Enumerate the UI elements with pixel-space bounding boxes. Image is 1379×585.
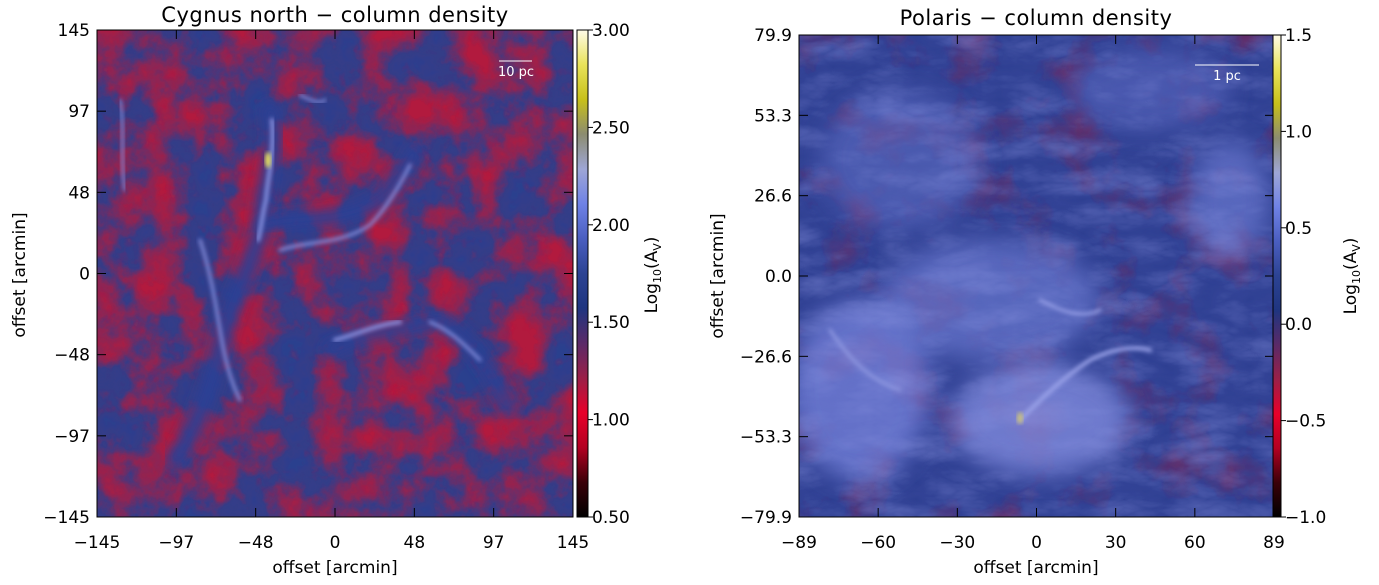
y-axis-label: offset [arcmin] xyxy=(10,212,30,337)
x-axis-label: offset [arcmin] xyxy=(272,558,397,578)
filament-structure xyxy=(118,93,516,468)
cygnus-panel: Cygnus north − column density 10 xyxy=(10,3,664,578)
y-tick-label: −145 xyxy=(43,508,90,528)
x-tick-label: 0 xyxy=(330,533,341,553)
colorbar-tick-label: 1.0 xyxy=(1285,122,1312,142)
colorbar-ticks: 0.50 1.00 1.50 2.00 2.50 3.00 xyxy=(588,21,630,528)
peak-emission xyxy=(265,152,271,168)
y-tick-label: 79.9 xyxy=(754,26,792,46)
heatmap-image xyxy=(97,30,573,517)
chart-title: Cygnus north − column density xyxy=(161,3,508,27)
colorbar-strip xyxy=(1272,34,1282,518)
colorbar: −1.0 −0.5 0.0 0.5 1.0 1.5 Log10(AV) xyxy=(1272,26,1363,528)
x-tick-label: 97 xyxy=(483,533,505,553)
filament-structure xyxy=(828,298,1152,422)
x-axis: −145 −97 −48 0 48 97 145 xyxy=(74,30,589,553)
x-tick-label: 0 xyxy=(1031,533,1042,553)
x-tick-label: 48 xyxy=(404,533,426,553)
scale-bar-label: 10 pc xyxy=(498,65,534,80)
y-axis: −145 −97 −48 0 48 97 145 xyxy=(43,21,573,528)
chart-title: Polaris − column density xyxy=(900,6,1173,30)
y-tick-label: 145 xyxy=(58,21,90,41)
x-tick-label: 60 xyxy=(1184,533,1206,553)
colorbar-tick-label: 2.00 xyxy=(592,216,630,236)
map-noise-wisps xyxy=(799,35,1274,517)
polaris-panel: Polaris − column density 1 xyxy=(708,6,1363,578)
colorbar: 0.50 1.00 1.50 2.00 2.50 3.00 Log10(AV) xyxy=(576,21,664,528)
colorbar-tick-label: 3.00 xyxy=(592,21,630,41)
x-tick-label: −60 xyxy=(860,533,896,553)
x-tick-label: 89 xyxy=(1263,533,1285,553)
colorbar-tick-label: −0.5 xyxy=(1285,412,1326,432)
y-tick-label: −97 xyxy=(54,427,90,447)
x-tick-label: −30 xyxy=(939,533,975,553)
colorbar-tick-label: −1.0 xyxy=(1285,508,1326,528)
x-tick-label: 145 xyxy=(557,533,589,553)
x-tick-label: 30 xyxy=(1105,533,1127,553)
colorbar-tick-label: 1.50 xyxy=(592,313,630,333)
map-noise-red xyxy=(97,30,573,517)
colorbar-tick-label: 2.50 xyxy=(592,118,630,138)
x-tick-label: −89 xyxy=(781,533,817,553)
y-tick-label: 53.3 xyxy=(754,106,792,126)
colorbar-tick-label: 0.50 xyxy=(592,508,630,528)
y-tick-label: 48 xyxy=(68,183,90,203)
y-tick-label: −79.9 xyxy=(740,508,792,528)
colorbar-tick-label: 1.00 xyxy=(592,411,630,431)
x-tick-label: −145 xyxy=(74,533,121,553)
y-tick-label: −26.6 xyxy=(740,347,792,367)
y-axis-label: offset [arcmin] xyxy=(708,213,728,338)
y-tick-label: 26.6 xyxy=(754,187,792,207)
y-tick-label: 0.0 xyxy=(765,267,792,287)
colorbar-strip xyxy=(576,29,589,518)
y-tick-label: −53.3 xyxy=(740,428,792,448)
colorbar-tick-label: 0.5 xyxy=(1285,219,1312,239)
heatmap-image xyxy=(799,35,1274,517)
y-tick-label: 0 xyxy=(79,265,90,285)
peak-emission xyxy=(1017,412,1023,424)
colorbar-tick-label: 0.0 xyxy=(1285,315,1312,335)
colorbar-label: Log10(AV) xyxy=(1341,238,1363,315)
x-tick-label: −48 xyxy=(238,533,274,553)
colorbar-label: Log10(AV) xyxy=(642,237,664,314)
colorbar-ticks: −1.0 −0.5 0.0 0.5 1.0 1.5 xyxy=(1281,26,1326,528)
y-tick-label: 97 xyxy=(68,102,90,122)
y-tick-label: −48 xyxy=(54,346,90,366)
x-axis-label: offset [arcmin] xyxy=(973,558,1098,578)
scale-bar: 10 pc xyxy=(498,60,534,80)
x-tick-label: −97 xyxy=(158,533,194,553)
scale-bar: 1 pc xyxy=(1195,64,1259,84)
scale-bar-label: 1 pc xyxy=(1213,69,1241,84)
colorbar-tick-label: 1.5 xyxy=(1285,26,1312,46)
